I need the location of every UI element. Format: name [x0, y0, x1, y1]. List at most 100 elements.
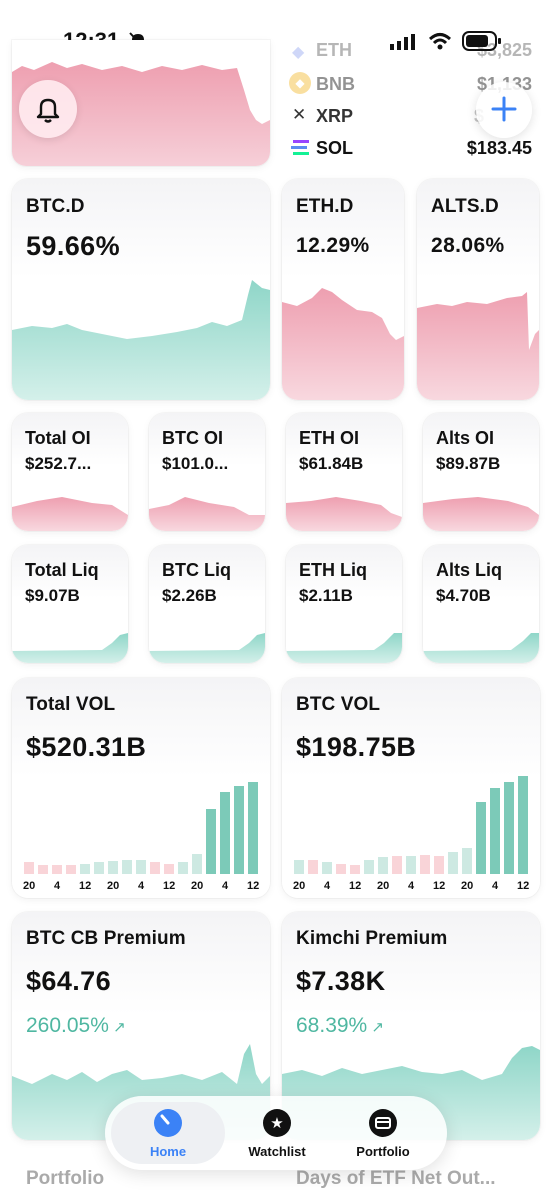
- liq-card[interactable]: Total Liq $9.07B: [12, 545, 128, 663]
- wallet-icon: [368, 1108, 398, 1141]
- card-value: $7.38K: [296, 966, 386, 996]
- tick-label: 4: [138, 880, 145, 892]
- kimchi-premium-card[interactable]: Kimchi Premium $7.38K 68.39% ↗: [282, 912, 540, 1140]
- tab-home[interactable]: Home: [111, 1102, 225, 1164]
- tick-label: 4: [324, 880, 331, 892]
- oi-sparkline: [423, 497, 539, 531]
- btc-dominance-card[interactable]: BTC.D 59.66%: [12, 179, 270, 400]
- bars: [294, 776, 528, 874]
- card-title: Total Liq: [25, 560, 99, 580]
- tick-label: 12: [79, 880, 92, 892]
- card-title: BTC OI: [162, 428, 223, 448]
- eth-dominance-card[interactable]: ETH.D 12.29%: [282, 179, 404, 400]
- tick-label: 20: [23, 880, 36, 892]
- change-percent: 260.05% ↗: [26, 1014, 126, 1038]
- oi-card[interactable]: Alts OI $89.87B: [423, 413, 539, 531]
- portfolio-card-title[interactable]: Portfolio: [26, 1168, 105, 1189]
- tick-label: 12: [349, 880, 362, 892]
- change-value: 260.05%: [26, 1014, 109, 1037]
- tick-label: 20: [107, 880, 120, 892]
- tick-label: 4: [408, 880, 415, 892]
- ticker-row[interactable]: SOL $183.45: [289, 136, 532, 160]
- card-title: ETH.D: [296, 196, 354, 217]
- x-axis-ticks: 20 4 12 20 4 12 20 4 12: [282, 880, 540, 894]
- tick-label: 12: [163, 880, 176, 892]
- card-value: 28.06%: [431, 234, 505, 257]
- card-value: $2.26B: [162, 586, 217, 605]
- ticker-symbol: ETH: [316, 40, 352, 60]
- liq-sparkline: [286, 633, 402, 663]
- oi-card[interactable]: ETH OI $61.84B: [286, 413, 402, 531]
- card-value: $61.84B: [299, 454, 364, 473]
- ticker-symbol: XRP: [316, 106, 354, 126]
- card-title: BTC VOL: [296, 694, 381, 715]
- eth-icon: ◆: [292, 44, 305, 61]
- card-title: ALTS.D: [431, 196, 499, 217]
- volume-bar-chart: [294, 776, 528, 874]
- oi-sparkline: [149, 497, 265, 531]
- liq-card[interactable]: ETH Liq $2.11B: [286, 545, 402, 663]
- card-title: BTC.D: [26, 196, 85, 217]
- oi-sparkline: [286, 497, 402, 531]
- tab-watchlist[interactable]: ★ Watchlist: [223, 1102, 331, 1164]
- tick-label: 4: [222, 880, 229, 892]
- ticker-price: $183.45: [466, 138, 532, 158]
- arrow-up-right-icon: ↗: [108, 1019, 126, 1036]
- svg-text:★: ★: [270, 1114, 283, 1132]
- liq-card[interactable]: Alts Liq $4.70B: [423, 545, 539, 663]
- ticker-symbol: BNB: [316, 74, 355, 94]
- liq-card[interactable]: BTC Liq $2.26B: [149, 545, 265, 663]
- oi-card[interactable]: Total OI $252.7...: [12, 413, 128, 531]
- x-axis-ticks: 20 4 12 20 4 12 20 4 12: [12, 880, 270, 894]
- hero-area-chart: [12, 62, 270, 166]
- sol-icon: [291, 140, 309, 161]
- total-volume-card[interactable]: Total VOL $520.31B 20 4 12 20 4 12: [12, 678, 270, 898]
- change-percent: 68.39% ↗: [296, 1014, 384, 1038]
- dashboard-gauge-icon: [153, 1108, 183, 1141]
- tab-label: Home: [149, 1143, 187, 1159]
- card-value: 12.29%: [296, 234, 370, 257]
- card-title: Alts OI: [436, 428, 495, 448]
- card-title: BTC Liq: [162, 560, 231, 580]
- bars: [24, 782, 258, 874]
- alts-dominance-card[interactable]: ALTS.D 28.06%: [417, 179, 539, 400]
- tick-label: 12: [517, 880, 530, 892]
- star-icon: ★: [262, 1108, 292, 1141]
- card-value: $89.87B: [436, 454, 501, 473]
- add-button[interactable]: [476, 82, 532, 138]
- etf-netflow-card-title[interactable]: Days of ETF Net Out...: [296, 1168, 496, 1189]
- btc-volume-card[interactable]: BTC VOL $198.75B 20 4 12 20 4 12: [282, 678, 540, 898]
- signal-icon: [390, 34, 416, 55]
- bell-button[interactable]: [19, 80, 77, 138]
- card-title: Total OI: [25, 428, 91, 448]
- card-title: Kimchi Premium: [296, 928, 448, 949]
- ticker-row[interactable]: ◆ ETH $3,825: [292, 40, 532, 62]
- bell-icon: [35, 95, 61, 128]
- tick-label: 12: [247, 880, 260, 892]
- tab-portfolio[interactable]: Portfolio: [331, 1102, 435, 1164]
- tick-label: 20: [377, 880, 390, 892]
- dominance-area-chart: [282, 288, 404, 400]
- card-value: $198.75B: [296, 732, 417, 762]
- plus-icon: [491, 96, 517, 127]
- tab-bar: Home ★ Watchlist Portfolio: [105, 1096, 447, 1170]
- volume-bar-chart: [24, 782, 258, 874]
- tick-label: 20: [191, 880, 204, 892]
- card-value: $4.70B: [436, 586, 491, 605]
- card-value: $64.76: [26, 966, 111, 996]
- ticker-price: $3,825: [476, 40, 532, 60]
- ticker-row[interactable]: ✕ XRP $: [289, 104, 484, 128]
- ticker-symbol: SOL: [316, 138, 354, 158]
- oi-card[interactable]: BTC OI $101.0...: [149, 413, 265, 531]
- card-value: $101.0...: [162, 454, 229, 473]
- card-value: 59.66%: [26, 231, 120, 261]
- card-title: ETH OI: [299, 428, 360, 448]
- wifi-icon: [428, 31, 452, 56]
- oi-sparkline: [12, 497, 128, 531]
- arrow-up-right-icon: ↗: [367, 1019, 384, 1036]
- dominance-area-chart: [417, 292, 539, 400]
- tab-label: Watchlist: [248, 1143, 306, 1159]
- card-title: Alts Liq: [436, 560, 502, 580]
- tick-label: 12: [433, 880, 446, 892]
- tab-label: Portfolio: [356, 1143, 410, 1159]
